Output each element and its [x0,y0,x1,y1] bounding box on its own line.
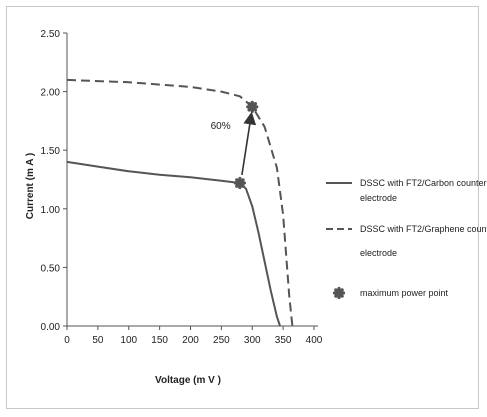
x-tick-label: 150 [151,335,168,346]
y-tick-label: 2.50 [41,29,61,40]
y-tick-label: 1.50 [41,146,61,157]
max-power-point-marker [246,100,259,113]
axes [66,33,318,327]
legend-item-graphene: DSSC with FT2/Graphene counter electrode [326,224,487,258]
y-tick-label: 0.50 [41,263,61,274]
axis-ticks: 0 50 100 150 200 250 300 350 400 0.00 0.50 1.00 1.50… [41,29,323,346]
annotation-layer: 60% [211,111,257,176]
improvement-arrow [241,111,257,176]
marker-layer [233,100,259,190]
annotation-label: 60% [211,121,231,132]
x-tick-label: 300 [244,335,261,346]
series-graphene-line [66,78,294,327]
y-tick-label: 1.00 [41,205,61,216]
legend-label: maximum power point [360,288,449,298]
x-tick-label: 0 [64,335,70,346]
legend-label: electrode [360,193,397,203]
legend: DSSC with FT2/Carbon counterelectrodeDSS… [326,178,487,300]
x-tick-label: 50 [92,335,104,346]
legend-label: electrode [360,248,397,258]
x-tick-label: 200 [182,335,199,346]
y-tick-label: 0.00 [41,322,61,333]
legend-label: DSSC with FT2/Carbon counter [360,178,487,188]
series-carbon-line [66,160,281,327]
x-tick-label: 250 [213,335,230,346]
legend-item-carbon: DSSC with FT2/Carbon counter electrode [326,178,487,203]
x-tick-label: 100 [120,335,137,346]
y-tick-label: 2.00 [41,88,61,99]
y-axis-title: Current (m A ) [25,153,36,219]
data-series [66,78,294,327]
x-tick-label: 400 [306,335,323,346]
legend-marker-swatch [332,286,346,300]
legend-label: DSSC with FT2/Graphene counter [360,224,487,234]
legend-item-max-power-point: maximum power point [332,286,449,300]
x-tick-label: 350 [275,335,292,346]
x-axis-title: Voltage (m V ) [155,375,221,386]
max-power-point-marker [233,176,246,190]
chart-frame [6,6,479,409]
